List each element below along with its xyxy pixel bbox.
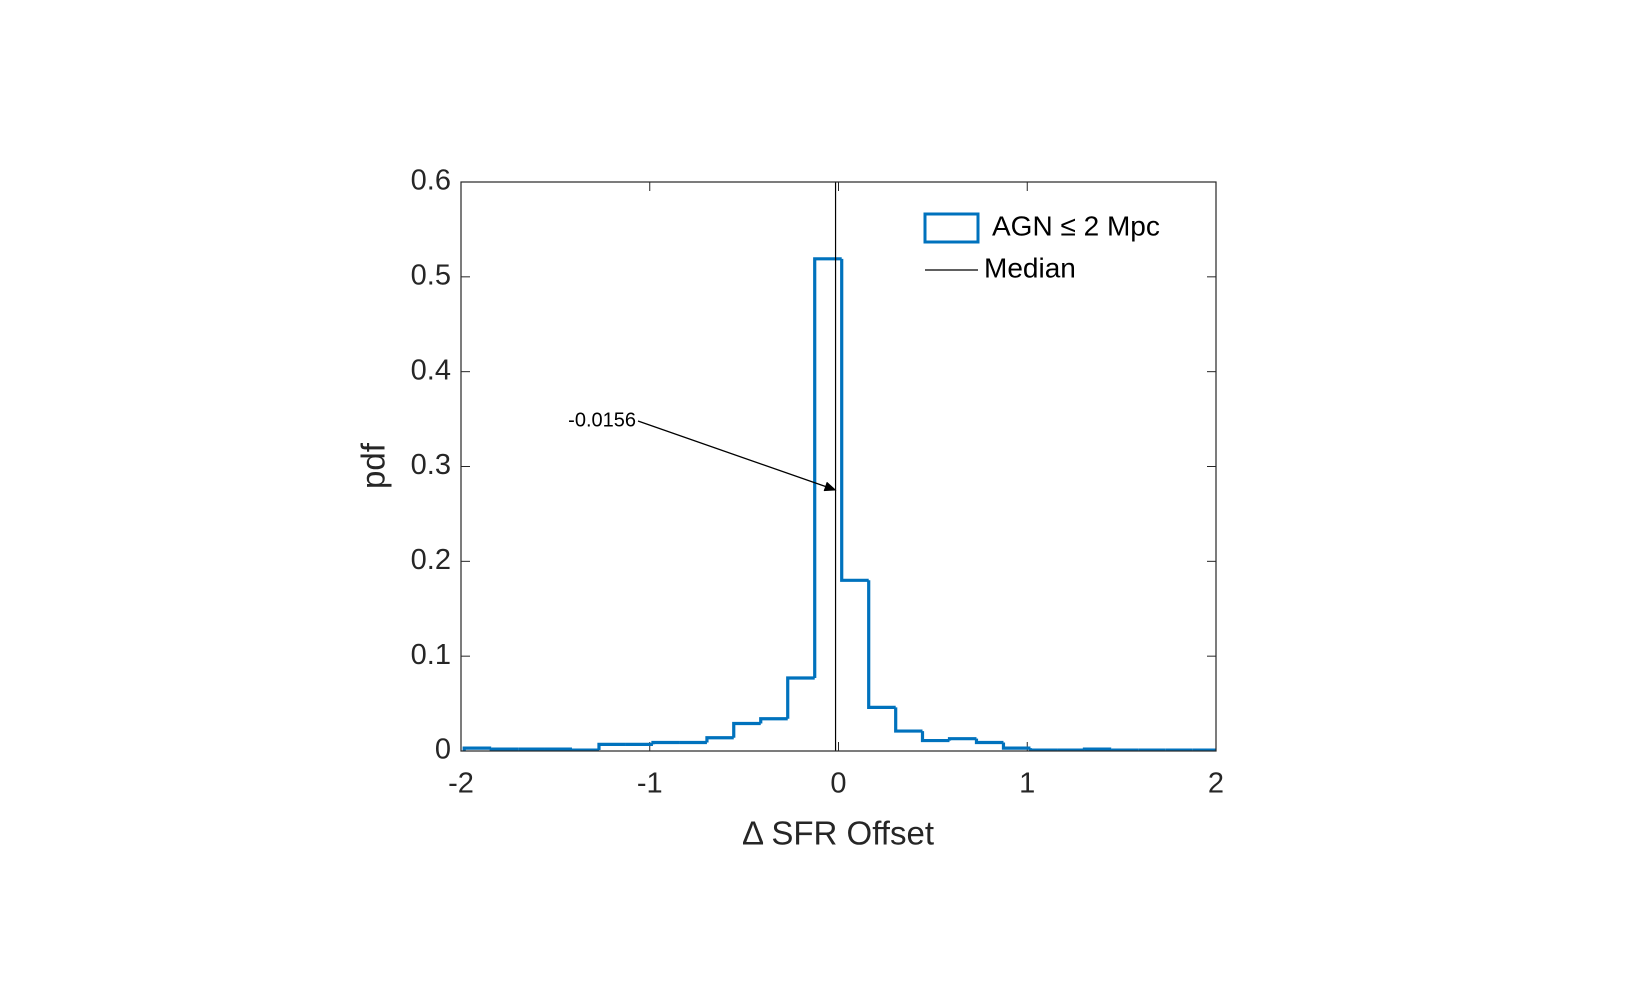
- legend-label: AGN ≤ 2 Mpc: [992, 210, 1160, 241]
- histogram-bin: [1082, 747, 1112, 751]
- y-tick-label: 0.2: [411, 544, 451, 576]
- histogram-bin: [974, 738, 1004, 745]
- histogram-bin: [651, 740, 680, 745]
- histogram-bin: [570, 748, 599, 751]
- histogram-bin: [947, 737, 977, 741]
- annotation-text: -0.0156: [568, 409, 636, 431]
- x-tick-label: -2: [448, 768, 474, 800]
- histogram-bin: [1109, 748, 1139, 751]
- histogram-bin: [1001, 742, 1031, 750]
- x-axis-title: Δ SFR Offset: [742, 815, 934, 852]
- histogram-bin: [705, 736, 734, 743]
- x-tick-label: 1: [1019, 768, 1035, 800]
- histogram-bin: [1028, 748, 1058, 751]
- histogram-bin: [920, 731, 950, 743]
- x-tick-label: -1: [637, 768, 663, 800]
- histogram-bin: [867, 580, 896, 709]
- annotation-arrow: [637, 420, 837, 492]
- axes-box: [460, 181, 1217, 752]
- y-tick-label: 0.3: [411, 449, 451, 481]
- histogram-bin: [732, 721, 761, 738]
- y-tick-label: 0.5: [411, 259, 451, 291]
- histogram-bin: [489, 747, 519, 751]
- histogram-bin: [840, 258, 869, 582]
- y-tick-label: 0.6: [411, 165, 451, 197]
- y-axis-title: pdf: [355, 442, 392, 489]
- histogram-bin: [786, 676, 815, 719]
- x-tick-label: 0: [830, 768, 846, 800]
- y-tick-label: 0: [435, 734, 451, 766]
- histogram-bin: [462, 746, 492, 751]
- y-tick-label: 0.1: [411, 639, 451, 671]
- histogram-bin: [1192, 748, 1216, 751]
- histogram-bin: [597, 742, 626, 751]
- legend-label: Median: [984, 252, 1076, 283]
- plot-area: [462, 257, 1216, 751]
- y-tick-label: 0.4: [411, 354, 451, 386]
- x-tick-label: 2: [1208, 768, 1224, 800]
- legend-swatch: [923, 212, 980, 244]
- histogram-bin: [759, 717, 788, 724]
- histogram-bin: [894, 707, 923, 733]
- histogram-bin: [813, 257, 842, 678]
